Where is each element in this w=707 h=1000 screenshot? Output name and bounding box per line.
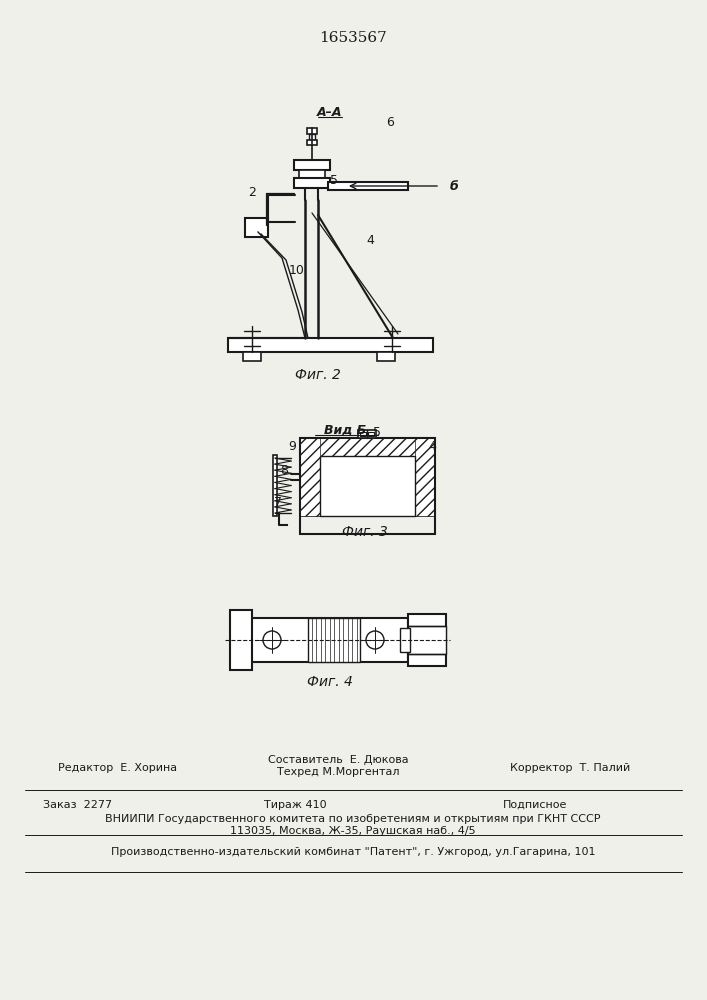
Bar bbox=[415, 438, 435, 516]
Bar bbox=[368, 432, 374, 436]
Text: 9: 9 bbox=[288, 440, 296, 452]
Bar bbox=[328, 182, 408, 190]
Text: Фиг. 4: Фиг. 4 bbox=[307, 675, 353, 689]
Bar bbox=[230, 610, 252, 670]
Text: Вид Б: Вид Б bbox=[324, 424, 366, 436]
Text: 7: 7 bbox=[274, 495, 282, 508]
Bar bbox=[248, 618, 408, 662]
Bar bbox=[358, 430, 376, 438]
Text: 4: 4 bbox=[366, 233, 374, 246]
Text: 4: 4 bbox=[428, 440, 436, 452]
Bar bbox=[300, 498, 435, 516]
Bar bbox=[320, 456, 415, 516]
Text: A–A: A–A bbox=[317, 105, 343, 118]
Bar bbox=[300, 438, 435, 456]
Text: Корректор  Т. Палий: Корректор Т. Палий bbox=[510, 763, 630, 773]
Bar bbox=[307, 140, 317, 145]
Text: 8: 8 bbox=[280, 464, 288, 477]
Bar bbox=[408, 614, 446, 666]
Bar bbox=[320, 456, 415, 516]
Bar bbox=[300, 438, 435, 534]
Text: 10: 10 bbox=[289, 263, 305, 276]
Text: 5: 5 bbox=[330, 174, 338, 186]
Bar bbox=[294, 160, 330, 170]
Bar bbox=[360, 432, 366, 436]
Bar bbox=[307, 128, 317, 134]
Text: 113035, Москва, Ж-35, Раушская наб., 4/5: 113035, Москва, Ж-35, Раушская наб., 4/5 bbox=[230, 826, 476, 836]
Text: Техред М.Моргентал: Техред М.Моргентал bbox=[276, 767, 399, 777]
Bar bbox=[273, 455, 277, 516]
Text: Тираж 410: Тираж 410 bbox=[264, 800, 327, 810]
Text: ВНИИПИ Государственного комитета по изобретениям и открытиям при ГКНТ СССР: ВНИИПИ Государственного комитета по изоб… bbox=[105, 814, 601, 824]
Text: 6: 6 bbox=[386, 115, 394, 128]
Text: Фиг. 3: Фиг. 3 bbox=[342, 525, 388, 539]
Text: б: б bbox=[450, 180, 459, 192]
Bar bbox=[243, 352, 261, 361]
Text: Фиг. 2: Фиг. 2 bbox=[295, 368, 341, 382]
Text: Подписное: Подписное bbox=[503, 800, 567, 810]
Bar bbox=[300, 438, 320, 516]
Bar bbox=[408, 626, 446, 654]
Bar bbox=[245, 218, 268, 237]
Bar bbox=[308, 618, 360, 662]
Text: Заказ  2277: Заказ 2277 bbox=[43, 800, 112, 810]
Text: Составитель  Е. Дюкова: Составитель Е. Дюкова bbox=[268, 755, 409, 765]
Text: Производственно-издательский комбинат "Патент", г. Ужгород, ул.Гагарина, 101: Производственно-издательский комбинат "П… bbox=[111, 847, 595, 857]
Bar bbox=[294, 178, 330, 188]
Text: Редактор  Е. Хорина: Редактор Е. Хорина bbox=[59, 763, 177, 773]
Bar bbox=[400, 628, 410, 652]
Bar bbox=[228, 338, 433, 352]
Bar bbox=[299, 170, 325, 178]
Text: 5: 5 bbox=[373, 426, 381, 438]
Bar bbox=[309, 134, 315, 140]
Text: 2: 2 bbox=[248, 186, 256, 198]
Text: 1653567: 1653567 bbox=[319, 31, 387, 45]
Bar bbox=[377, 352, 395, 361]
